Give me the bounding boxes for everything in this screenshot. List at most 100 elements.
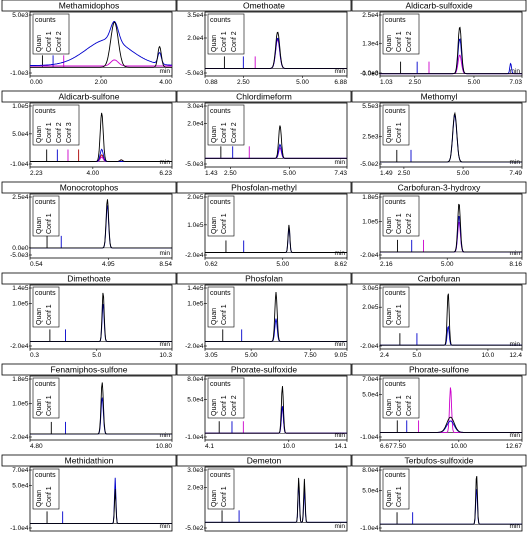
trace-quan <box>30 21 172 68</box>
y-tick-label: 2.0e5 <box>187 194 204 201</box>
y-tick-label: 1.3e4 <box>362 40 379 47</box>
y-tick-label: 5.0e4 <box>12 482 29 489</box>
y-tick-label: 1.4e5 <box>12 285 29 292</box>
y-tick-label: 8.0e4 <box>187 376 204 383</box>
x-tick-label: 8.62 <box>334 261 347 268</box>
y-tick-label: 2.5e4 <box>12 194 29 201</box>
x-tick-label: 9.05 <box>334 352 347 359</box>
trace-quan <box>205 224 347 253</box>
y-tick-label: -2.0e4 <box>10 343 29 350</box>
legend: counts Quan Conf 1 Conf 2 <box>207 377 245 419</box>
x-unit-label: min <box>160 341 171 348</box>
x-tick-label: 10.00 <box>451 443 468 450</box>
trace-quan <box>380 203 522 253</box>
legend: counts Quan Conf 1 <box>382 468 410 510</box>
y-tick-label: 5.0e4 <box>362 487 379 494</box>
y-tick-label: 5.0e4 <box>187 396 204 403</box>
x-tick-label: 5.00 <box>245 352 258 359</box>
trace-quan <box>30 382 172 435</box>
x-unit-label: min <box>335 250 346 257</box>
panel-title-bar <box>176 272 352 285</box>
x-tick-label: 5.00 <box>283 170 296 177</box>
x-tick-label: 0.00 <box>30 79 43 86</box>
x-unit-label: min <box>510 341 521 348</box>
y-tick-label: -5.0e2 <box>360 161 379 168</box>
legend-counts: counts <box>210 199 231 206</box>
trace-quan <box>380 26 522 75</box>
panel-title: Omethoate <box>243 1 285 11</box>
x-tick-label: 1.49 <box>380 170 393 177</box>
legend-counts: counts <box>35 108 56 115</box>
x-tick-label: 4.95 <box>102 261 115 268</box>
legend-entry: Conf 1 <box>396 213 403 234</box>
x-tick-label: 2.50 <box>224 170 237 177</box>
x-tick-label: 7.50 <box>304 352 317 359</box>
legend-entry: Conf 1 <box>396 122 403 143</box>
y-tick-label: 1.0e5 <box>12 401 29 408</box>
legend-entry: Quan <box>386 490 393 507</box>
legend: counts Quan Conf 1 Conf 2 <box>382 195 420 237</box>
legend-counts: counts <box>385 108 406 115</box>
x-tick-label: 8.16 <box>509 261 522 268</box>
x-tick-label: 8.54 <box>159 261 172 268</box>
panel-title-bar <box>176 454 352 467</box>
y-tick-label: -5.0e2 <box>185 525 204 532</box>
panel-title-bar <box>1 454 177 467</box>
x-tick-label: 0.62 <box>205 261 218 268</box>
legend-entry: Quan <box>386 126 393 143</box>
panel-title: Phorate-sulfone <box>409 365 469 375</box>
y-tick-label: 2.0e4 <box>187 35 204 42</box>
panel-title: Aldicarb-sulfoxide <box>405 1 472 11</box>
panel-title: Carbofuran-3-hydroxy <box>398 183 481 193</box>
trace-quan <box>30 112 172 162</box>
x-tick-label: 7.49 <box>509 170 522 177</box>
legend: counts Quan Conf 1 <box>207 195 235 237</box>
legend-entry: Quan <box>386 217 393 234</box>
x-tick-label: 4.80 <box>30 443 43 450</box>
trace-quan <box>380 293 522 346</box>
y-tick-label: 1.0e5 <box>12 300 29 307</box>
chart-panel: Methidathion 7.0e4 5.0e4 -1.0e4 min counts Qua… <box>1 454 177 532</box>
legend-entry: Conf 1 <box>221 486 228 507</box>
x-unit-label: min <box>335 432 346 439</box>
panel-title: Dimethoate <box>67 274 111 284</box>
y-tick-label: -5.0e3 <box>10 252 29 259</box>
legend-entry: Conf 1 <box>46 486 53 507</box>
panel-title: Methomyl <box>421 92 458 102</box>
x-tick-label: 7.43 <box>334 170 347 177</box>
x-unit-label: min <box>160 68 171 75</box>
y-tick-label: 3.0e5 <box>362 285 379 292</box>
legend-entry: Conf 3 <box>66 122 73 143</box>
y-tick-label: -2.0e4 <box>360 252 379 259</box>
legend: counts Quan Conf 1 <box>382 286 410 328</box>
legend-entry: Conf 2 <box>406 31 413 52</box>
x-tick-label: 10.80 <box>156 443 173 450</box>
x-unit-label: min <box>335 159 346 166</box>
x-unit-label: min <box>160 250 171 257</box>
panel-title: Fenamiphos-sulfone <box>50 365 127 375</box>
y-tick-label: 1.0e5 <box>362 219 379 226</box>
legend-entry: Quan <box>211 308 218 325</box>
legend-entry: Quan <box>36 126 43 143</box>
y-tick-label: 5.5e3 <box>362 103 379 110</box>
legend: counts Quan Conf 1 <box>207 468 235 510</box>
legend-counts: counts <box>210 381 231 388</box>
y-tick-label: 0.0e0 <box>362 71 379 78</box>
x-tick-label: 6.88 <box>334 79 347 86</box>
legend-entry: Quan <box>386 399 393 416</box>
x-unit-label: min <box>510 159 521 166</box>
panel-title: Chlordimeform <box>236 92 292 102</box>
legend-entry: Conf 2 <box>231 395 238 416</box>
x-tick-label: 0.54 <box>30 261 43 268</box>
legend-entry: Quan <box>36 35 43 52</box>
trace-quan <box>205 477 347 523</box>
y-tick-label: 2.0e4 <box>187 121 204 128</box>
legend: counts Quan Conf 1 <box>32 468 60 510</box>
legend-entry: Conf 2 <box>406 395 413 416</box>
